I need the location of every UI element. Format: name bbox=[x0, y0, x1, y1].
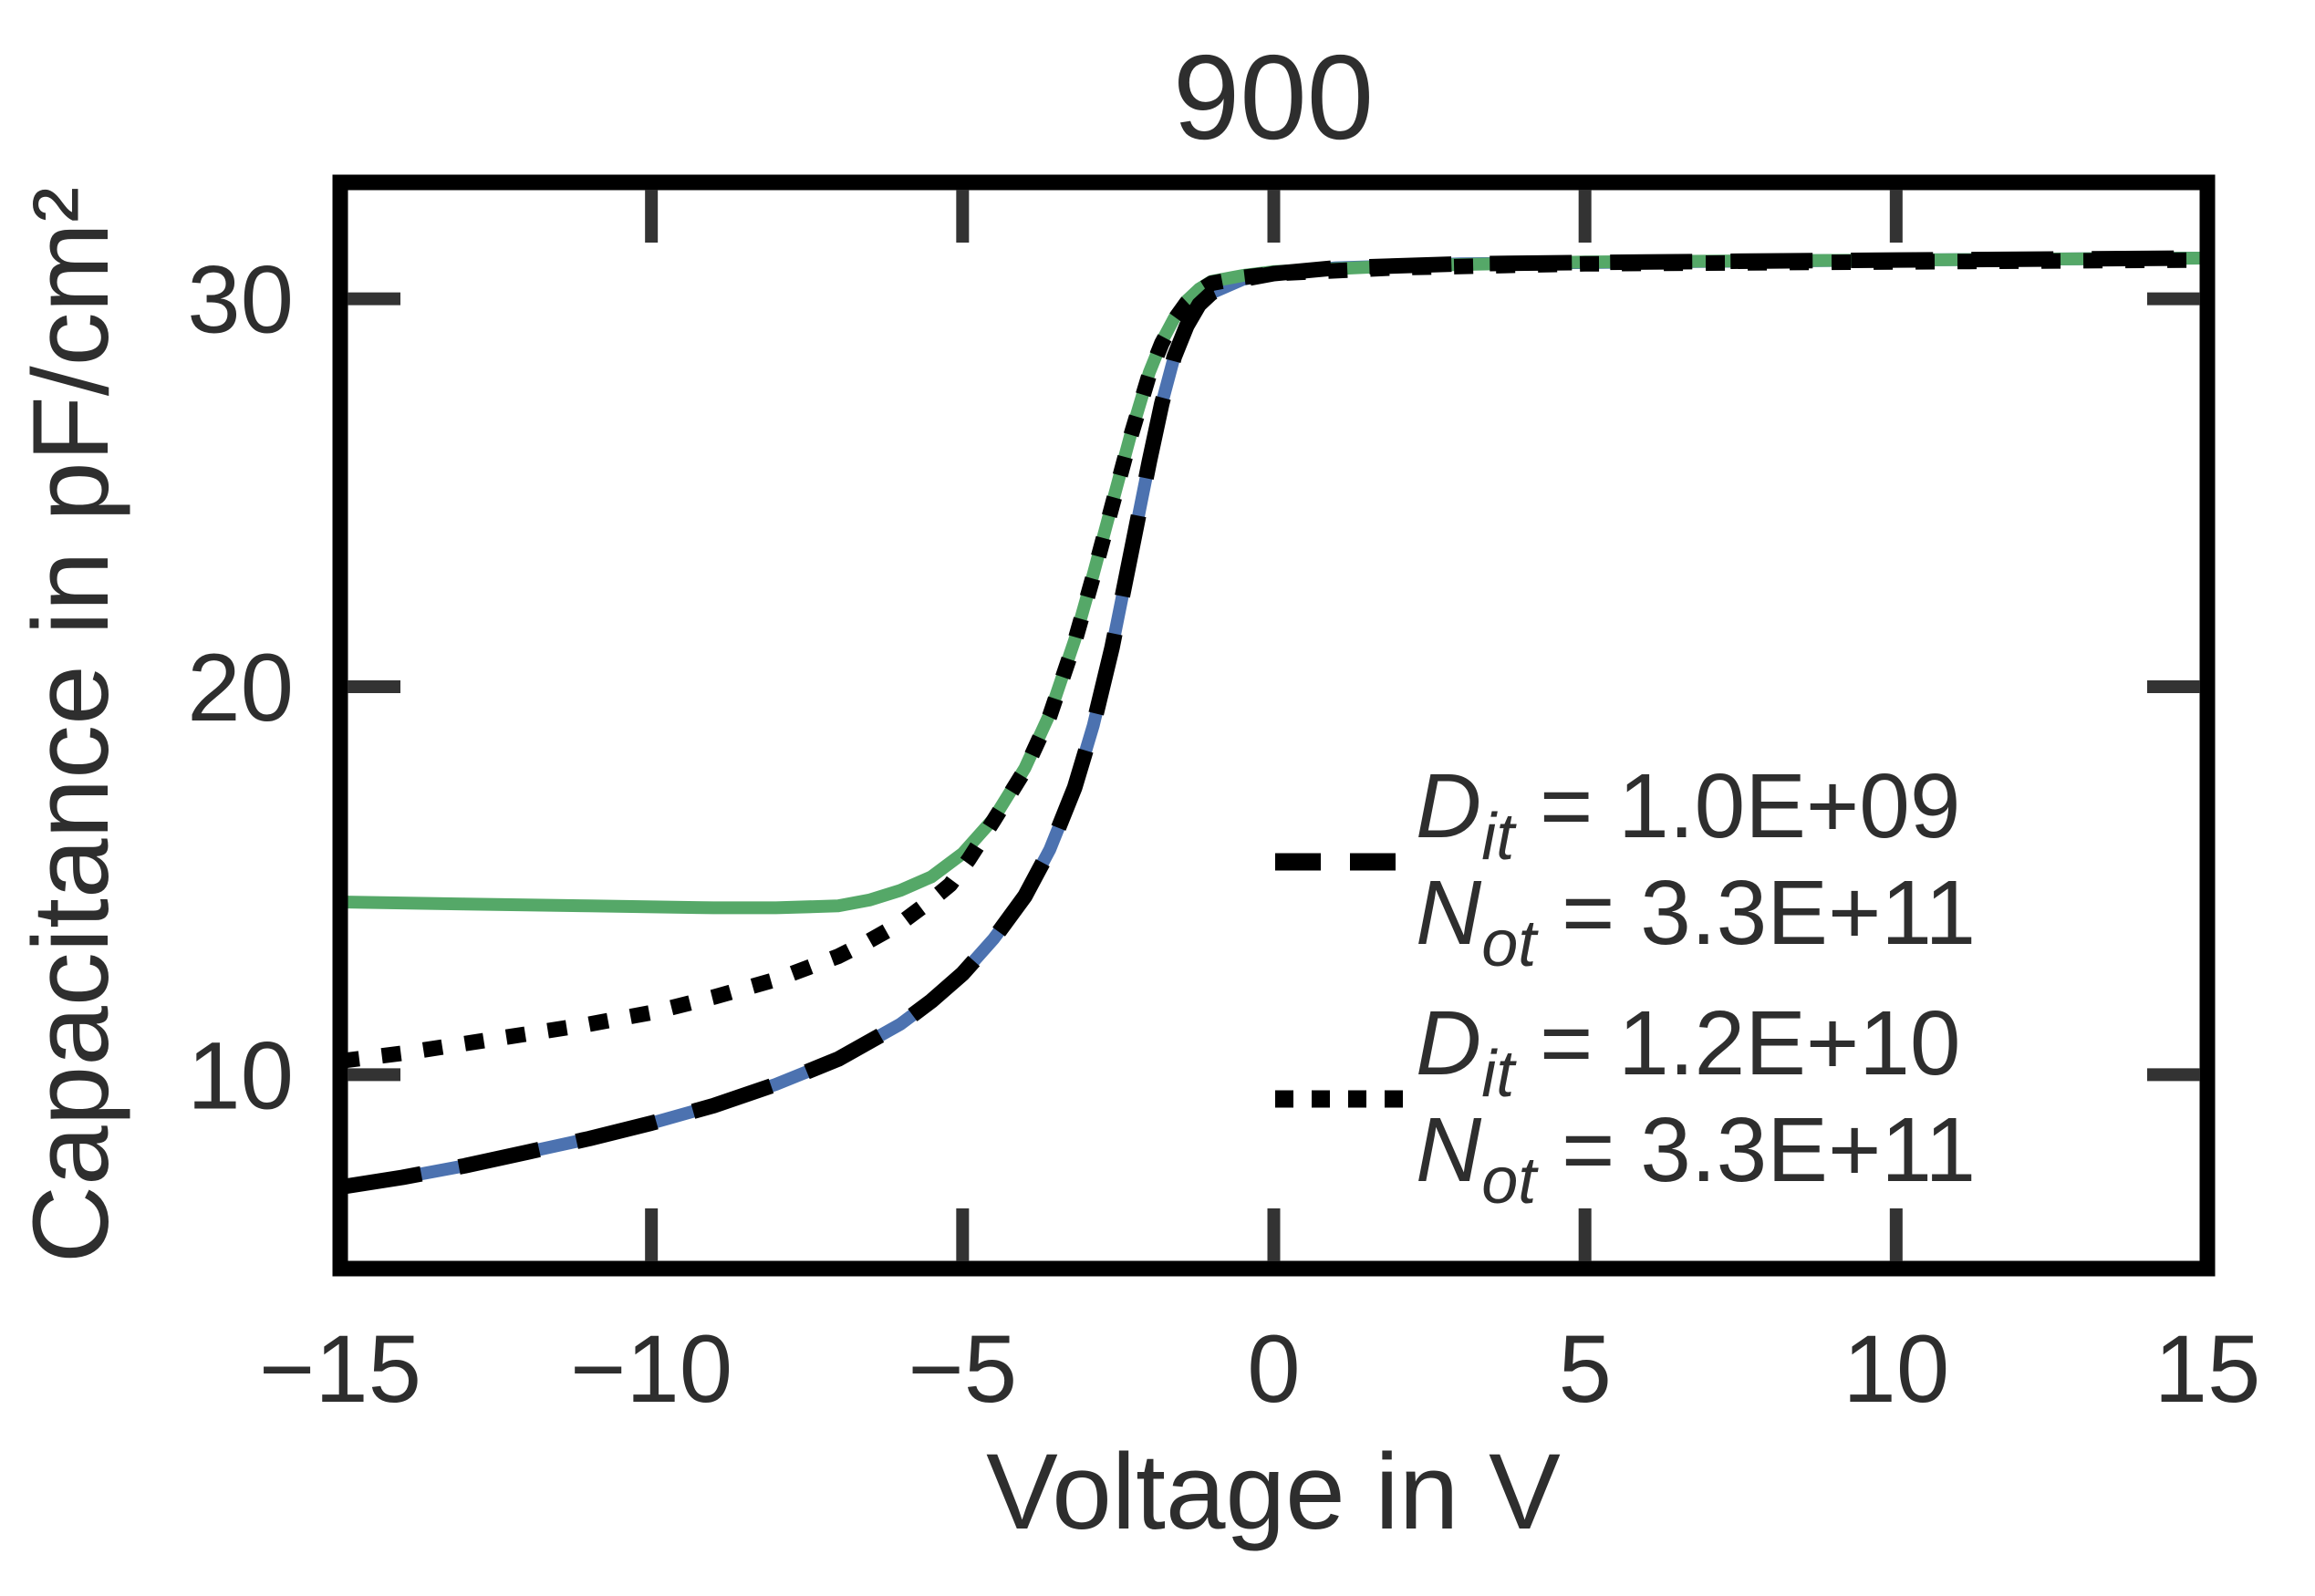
x-tick-label-5: 5 bbox=[1558, 1316, 1611, 1423]
y-tick-label-30: 30 bbox=[187, 247, 294, 354]
series-layer bbox=[338, 250, 2208, 1196]
y-tick-label-20: 20 bbox=[187, 635, 294, 741]
series-fit-dotted-dit-1.2e10 bbox=[338, 252, 2208, 1069]
x-tick-label-−5: −5 bbox=[908, 1316, 1017, 1423]
plot-title: 900 bbox=[1173, 30, 1374, 164]
legend-label-line: Dit = 1.2E+10 bbox=[1416, 992, 1961, 1111]
legend-label-line: Dit = 1.0E+09 bbox=[1416, 755, 1961, 874]
y-axis-label: Capacitance in pF/cm² bbox=[11, 187, 131, 1263]
x-tick-label-15: 15 bbox=[2154, 1316, 2261, 1423]
legend-label-line: Not = 3.3E+11 bbox=[1416, 1099, 1976, 1218]
x-tick-label-−15: −15 bbox=[259, 1316, 421, 1423]
tick-labels-layer: −15 −10 −5 0 5 10 15 10 20 30 bbox=[187, 247, 2260, 1423]
y-tick-label-10: 10 bbox=[187, 1022, 294, 1129]
x-tick-label-10: 10 bbox=[1843, 1316, 1949, 1423]
legend-label-line: Not = 3.3E+11 bbox=[1416, 862, 1976, 980]
x-axis-label: Voltage in V bbox=[986, 1432, 1561, 1552]
legend-entry-dashed: Dit = 1.0E+09 Not = 3.3E+11 bbox=[1275, 755, 1976, 980]
series-fit-dashed-dit-1.0e09 bbox=[338, 250, 2208, 1196]
legend: Dit = 1.0E+09 Not = 3.3E+11 Dit = 1.2E+1… bbox=[1275, 755, 1976, 1218]
x-tick-label-0: 0 bbox=[1247, 1316, 1300, 1423]
axes-spines bbox=[332, 174, 2216, 1277]
tick-marks-layer bbox=[348, 190, 2200, 1261]
x-tick-label-−10: −10 bbox=[570, 1316, 732, 1423]
legend-entry-dotted: Dit = 1.2E+10 Not = 3.3E+11 bbox=[1275, 992, 1976, 1218]
